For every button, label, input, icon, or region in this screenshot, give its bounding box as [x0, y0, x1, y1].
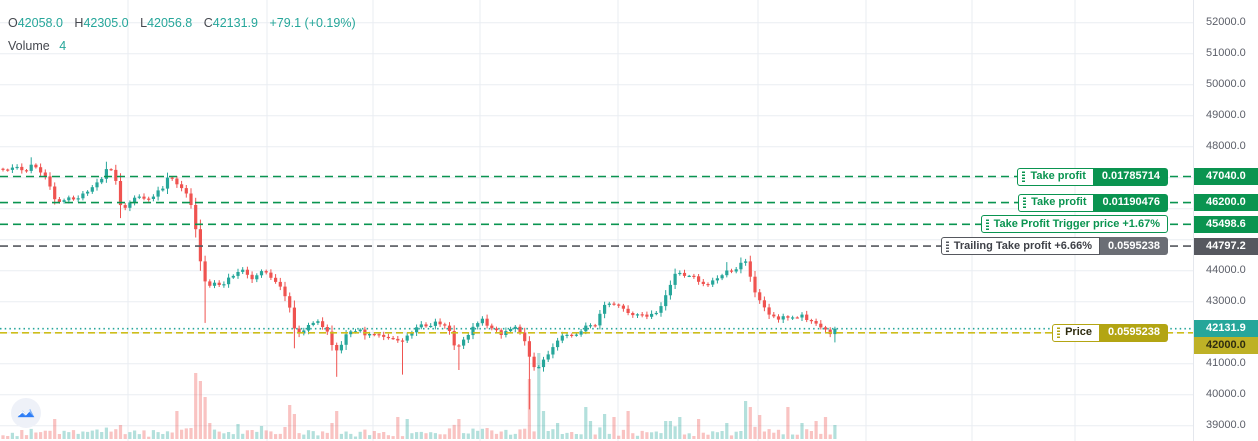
trailing-take-profit-name: Trailing Take profit +6.66% — [953, 239, 1092, 252]
volume-value: 4 — [59, 39, 67, 53]
open-value: 42058.0 — [17, 16, 63, 30]
platform-watermark-logo[interactable] — [11, 398, 41, 428]
take-profit-2-axis-label: 46200.0 — [1194, 194, 1258, 211]
low-key: L — [140, 16, 148, 30]
y-axis-tick: 48000.0 — [1206, 139, 1246, 152]
low-value: 42056.8 — [147, 16, 193, 30]
drag-handle-icon[interactable] — [1023, 197, 1027, 208]
drag-handle-icon[interactable] — [1057, 327, 1061, 339]
y-axis-tick: 50000.0 — [1206, 77, 1246, 90]
high-key: H — [74, 16, 84, 30]
close-key: C — [203, 16, 213, 30]
take-profit-1-quantity[interactable]: 0.01785714 — [1093, 167, 1168, 186]
y-axis-tick: 52000.0 — [1206, 15, 1246, 28]
trailing-take-profit-axis-label: 44797.2 — [1194, 237, 1258, 255]
take-profit-2-label[interactable]: Take profit 0.01190476 — [1018, 193, 1168, 212]
take-profit-2-quantity[interactable]: 0.01190476 — [1094, 193, 1168, 212]
take-profit-trigger-name: Take Profit Trigger price +1.67% — [993, 217, 1160, 230]
trailing-take-profit-quantity[interactable]: 0.0595238 — [1100, 237, 1168, 256]
close-value: 42131.9 — [212, 16, 258, 30]
drag-handle-icon[interactable] — [1022, 171, 1026, 182]
price-axis[interactable]: 47040.0 46200.0 45498.6 44797.2 42131.9 … — [1193, 0, 1258, 441]
take-profit-1-axis-label: 47040.0 — [1194, 168, 1258, 185]
drag-handle-icon[interactable] — [945, 240, 949, 252]
y-axis-tick: 51000.0 — [1206, 46, 1246, 59]
y-axis-tick: 40000.0 — [1206, 387, 1246, 400]
volume-key: Volume — [8, 39, 50, 53]
entry-price-label[interactable]: Price 0.0595238 — [1052, 323, 1168, 342]
take-profit-2-name: Take profit — [1031, 196, 1087, 208]
take-profit-1-name: Take profit — [1030, 170, 1086, 182]
change-value: +79.1 (+0.19%) — [269, 16, 356, 30]
y-axis-tick: 41000.0 — [1206, 356, 1246, 369]
ohlc-row: O42058.0 H42305.0 L42056.8 C42131.9 +79.… — [8, 12, 356, 35]
take-profit-1-label[interactable]: Take profit 0.01785714 — [1017, 167, 1168, 186]
volume-row: Volume 4 — [8, 35, 356, 58]
symbol-legend: O42058.0 H42305.0 L42056.8 C42131.9 +79.… — [8, 12, 356, 58]
entry-price-name: Price — [1065, 326, 1092, 339]
take-profit-trigger-axis-label: 45498.6 — [1194, 216, 1258, 233]
high-value: 42305.0 — [83, 16, 129, 30]
take-profit-trigger-label[interactable]: Take Profit Trigger price +1.67% — [980, 215, 1168, 234]
mountain-chart-icon — [17, 408, 35, 418]
open-key: O — [8, 16, 18, 30]
y-axis-tick: 49000.0 — [1206, 108, 1246, 121]
entry-price-quantity[interactable]: 0.0595238 — [1100, 323, 1168, 342]
y-axis-tick: 43000.0 — [1206, 294, 1246, 307]
y-axis-tick: 39000.0 — [1206, 418, 1246, 431]
trailing-take-profit-label[interactable]: Trailing Take profit +6.66% 0.0595238 — [940, 237, 1168, 256]
entry-price-axis-label: 42000.0 — [1194, 337, 1258, 354]
drag-handle-icon[interactable] — [985, 218, 989, 230]
current-price-axis-label: 42131.9 — [1194, 320, 1258, 337]
y-axis-tick: 44000.0 — [1206, 263, 1246, 276]
